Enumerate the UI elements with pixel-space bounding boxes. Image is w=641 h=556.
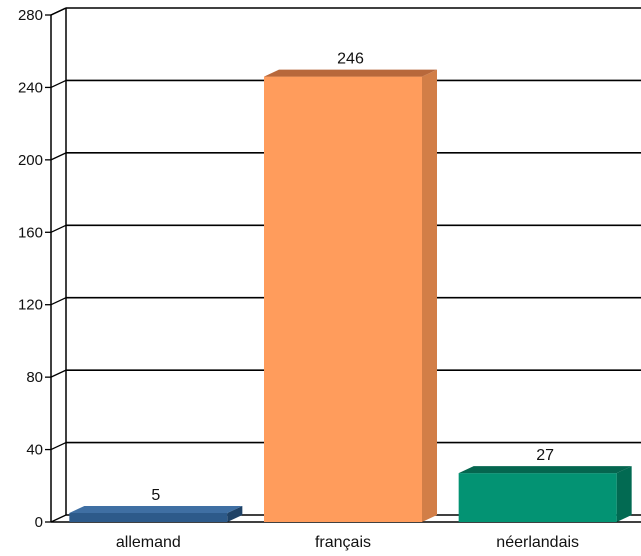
- grid-depth-line: [50, 514, 67, 523]
- value-label: 246: [337, 51, 364, 68]
- labels: 0 40 80 120 160 200 240 280 5 allemand 246 français…: [18, 7, 579, 551]
- y-tick-label: 0: [35, 514, 43, 531]
- bar-front: [69, 512, 228, 522]
- bar-2: [458, 466, 632, 522]
- bar-front: [458, 473, 617, 522]
- bar-side: [616, 466, 632, 522]
- bar-top: [264, 69, 437, 77]
- y-tick-label: 280: [18, 7, 43, 24]
- category-label: allemand: [116, 534, 181, 551]
- bar-top: [69, 505, 243, 513]
- grid-depth-line: [50, 441, 67, 451]
- grid-depth-line: [50, 369, 67, 378]
- y-axis-top-edge: [50, 7, 67, 16]
- bar-1: [264, 69, 437, 523]
- value-label: 27: [536, 447, 554, 464]
- y-tick-label: 200: [18, 152, 43, 169]
- bar-top: [458, 466, 632, 474]
- y-tick-label: 240: [18, 79, 43, 96]
- grid-depth-line: [50, 224, 67, 233]
- bars: [69, 69, 632, 523]
- grid-depth-line: [50, 152, 67, 161]
- grid-depth-line: [50, 79, 67, 89]
- bar-0: [69, 505, 243, 522]
- bar-side: [422, 69, 437, 523]
- y-tick-label: 160: [18, 224, 43, 241]
- grid-depth-line: [50, 297, 67, 306]
- bar-front: [264, 76, 422, 523]
- bar-side: [227, 505, 243, 522]
- category-label: néerlandais: [496, 534, 579, 551]
- category-label: français: [315, 534, 371, 551]
- value-label: 5: [151, 487, 160, 504]
- y-tick-label: 40: [26, 442, 43, 459]
- y-tick-label: 80: [26, 369, 43, 386]
- y-tick-label: 120: [18, 297, 43, 314]
